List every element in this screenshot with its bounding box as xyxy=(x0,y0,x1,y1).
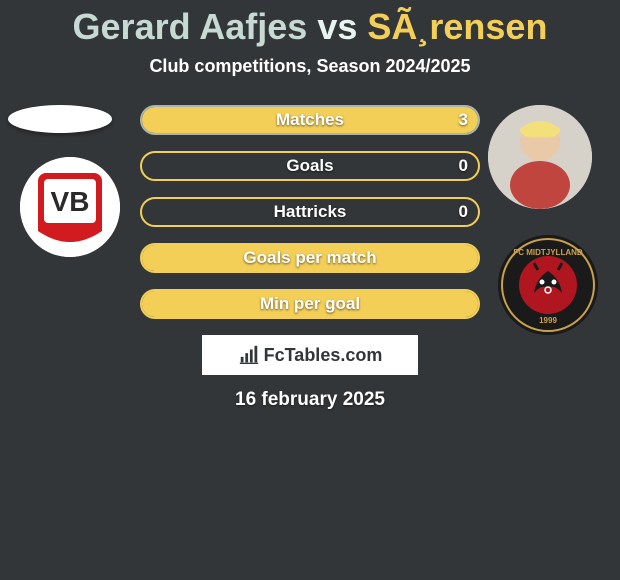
stat-row: Min per goal xyxy=(140,289,480,319)
stat-value-right: 0 xyxy=(459,199,468,225)
player2-club-badge: FC MIDTJYLLAND 1999 xyxy=(498,235,598,335)
svg-text:FC MIDTJYLLAND: FC MIDTJYLLAND xyxy=(513,248,583,257)
stat-label: Min per goal xyxy=(142,291,478,317)
bar-chart-icon xyxy=(238,344,260,366)
stat-row: Goals per match xyxy=(140,243,480,273)
brand-badge: FcTables.com xyxy=(202,335,418,375)
stat-label: Matches xyxy=(142,107,478,133)
stat-value-right: 3 xyxy=(459,107,468,133)
player1-club-badge: VB xyxy=(20,157,120,257)
comparison-panel: VB FC MIDTJYLLAND 1999 Matches3Goals0Hat… xyxy=(0,105,620,319)
title-player1: Gerard Aafjes xyxy=(73,6,308,47)
brand-text: FcTables.com xyxy=(264,345,383,366)
title-vs: vs xyxy=(317,6,357,47)
date: 16 february 2025 xyxy=(0,389,620,411)
player1-avatar xyxy=(8,105,112,133)
stat-label: Goals per match xyxy=(142,245,478,271)
stat-rows: Matches3Goals0Hattricks0Goals per matchM… xyxy=(140,105,480,319)
svg-text:VB: VB xyxy=(51,186,90,217)
stat-label: Goals xyxy=(142,153,478,179)
page-title: Gerard Aafjes vs SÃ¸rensen xyxy=(0,0,620,48)
stat-row: Matches3 xyxy=(140,105,480,135)
subtitle: Club competitions, Season 2024/2025 xyxy=(0,56,620,77)
title-player2: SÃ¸rensen xyxy=(367,6,547,47)
stat-row: Goals0 xyxy=(140,151,480,181)
stat-value-right: 0 xyxy=(459,153,468,179)
stat-label: Hattricks xyxy=(142,199,478,225)
svg-text:1999: 1999 xyxy=(539,316,557,325)
player2-avatar xyxy=(488,105,592,209)
stat-row: Hattricks0 xyxy=(140,197,480,227)
